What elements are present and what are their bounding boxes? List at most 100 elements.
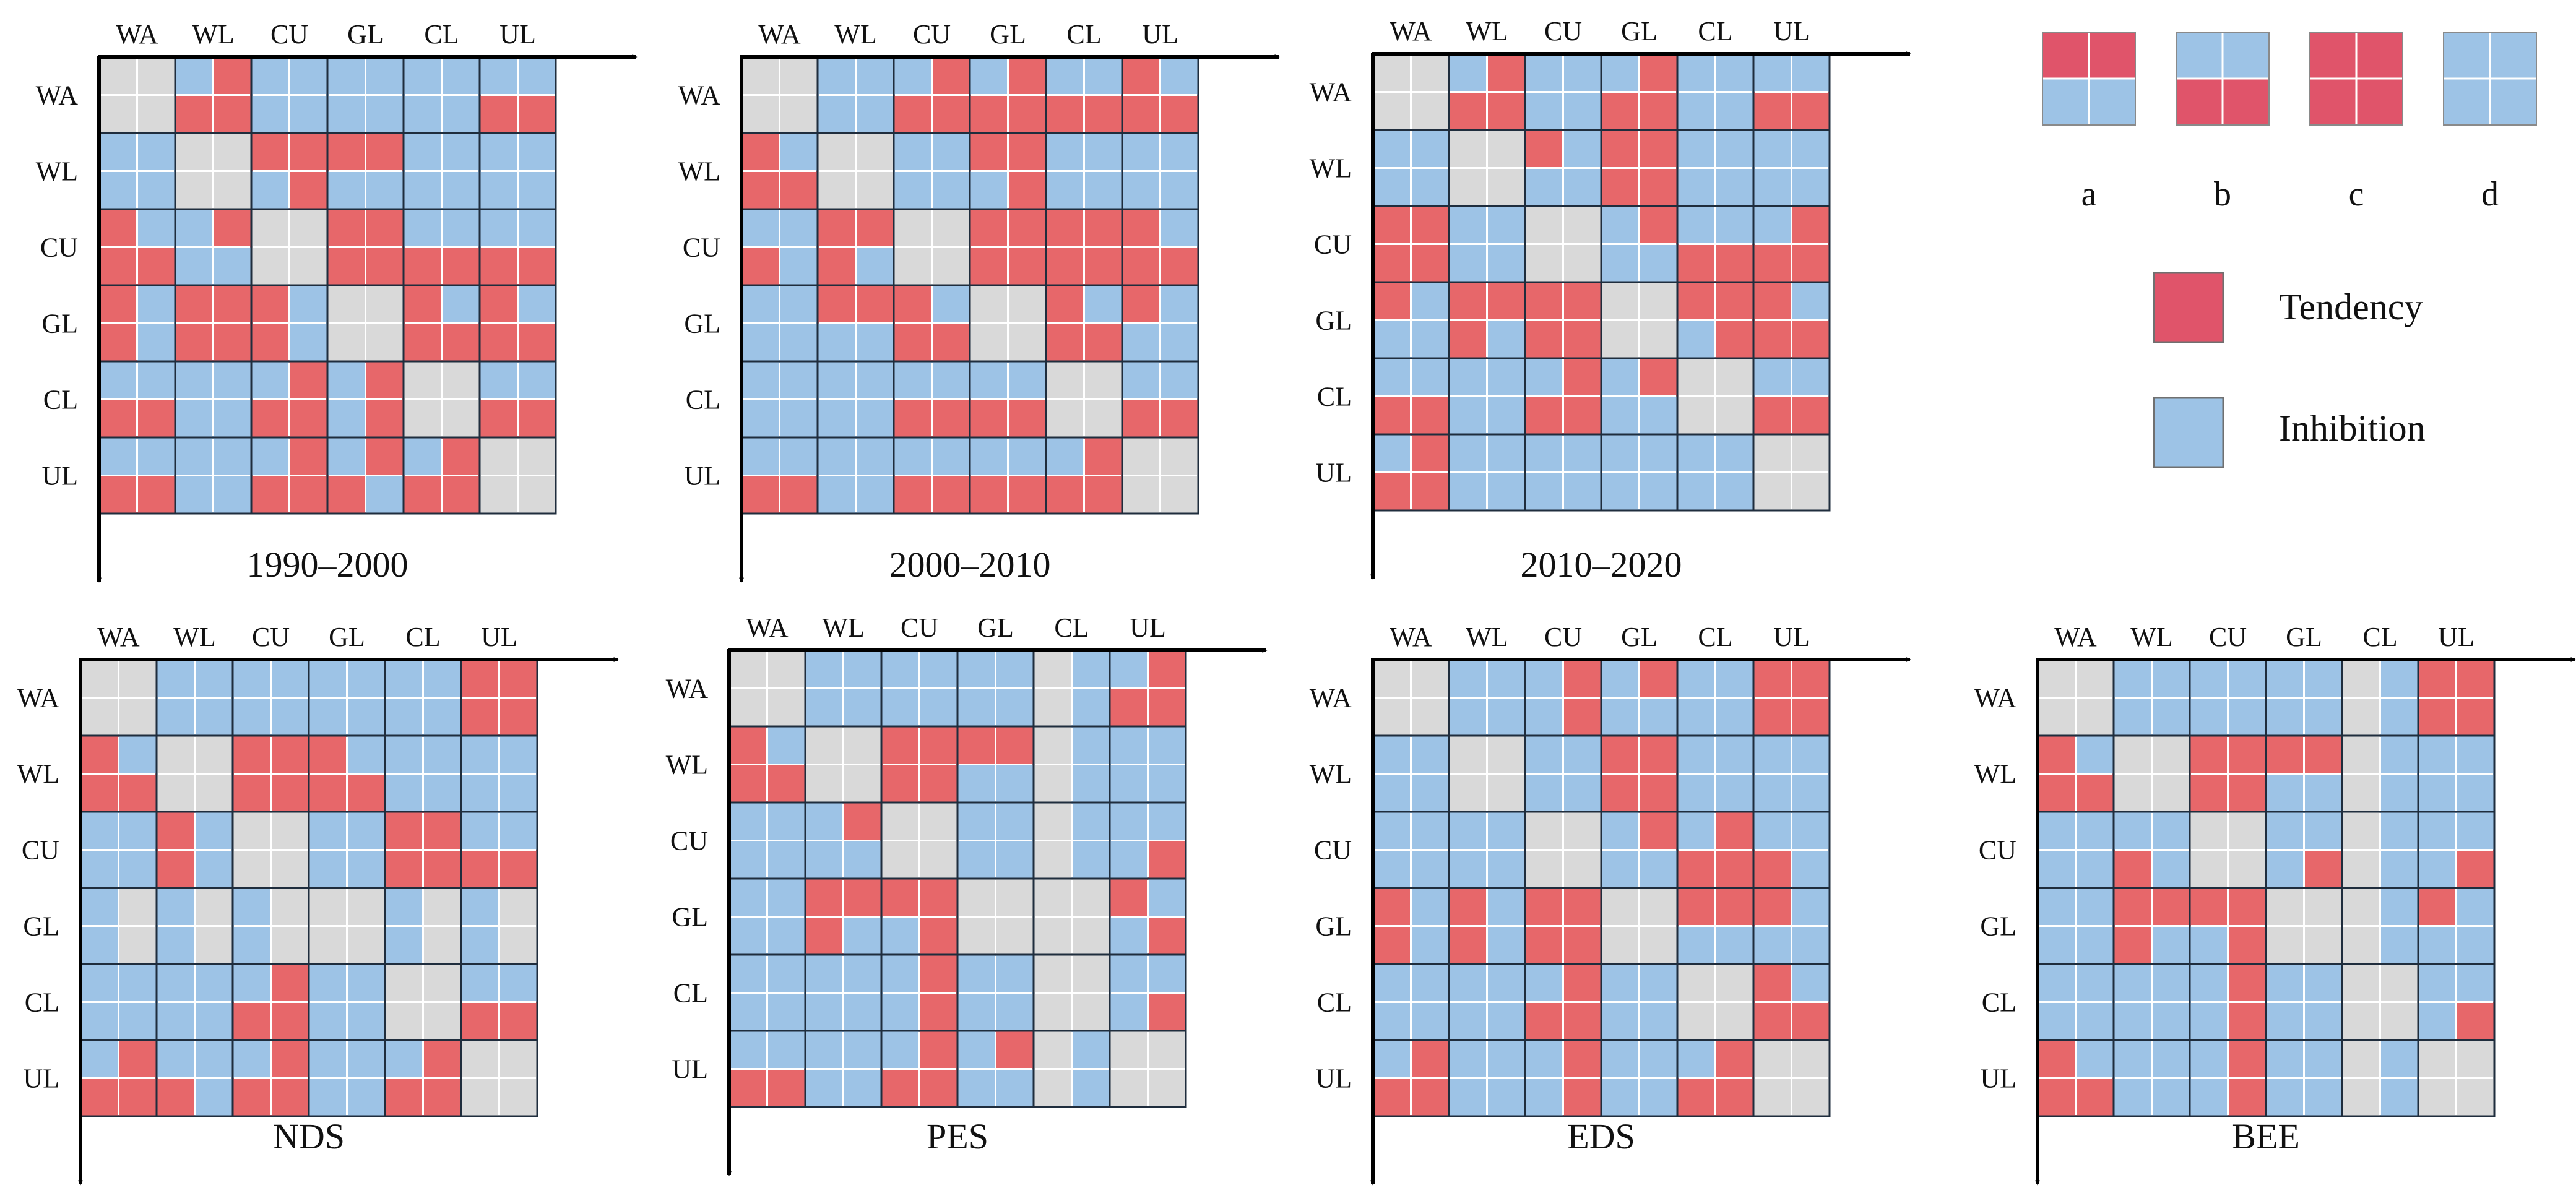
cell-quadrant xyxy=(1753,396,1792,434)
cell-quadrant xyxy=(2456,812,2494,850)
cell-quadrant xyxy=(1373,396,1411,434)
cell-quadrant xyxy=(2038,812,2076,850)
matrix-cell xyxy=(1752,963,1831,1041)
cell-quadrant xyxy=(843,764,881,803)
cell-quadrant xyxy=(1046,323,1084,361)
matrix-cell xyxy=(893,360,971,439)
cell-quadrant xyxy=(270,850,309,888)
cell-quadrant xyxy=(2418,964,2457,1002)
matrix-cell xyxy=(956,1030,1035,1108)
cell-quadrant xyxy=(2456,660,2494,698)
cell-quadrant xyxy=(2038,888,2076,926)
cell-quadrant xyxy=(1122,323,1160,361)
cell-quadrant xyxy=(365,285,404,324)
matrix-cell xyxy=(1448,53,1526,131)
row-tick-label: WA xyxy=(1974,683,2017,713)
cell-quadrant xyxy=(1525,320,1563,358)
cell-quadrant xyxy=(931,437,970,476)
cell-quadrant xyxy=(1525,92,1563,130)
cell-quadrant xyxy=(1563,434,1601,473)
cell-quadrant xyxy=(423,888,461,926)
row-tick-label: GL xyxy=(23,911,59,942)
heatmap-panel: WA WL CU GL CL UL WA WL CU GL CL UL 1990–2000 xyxy=(36,19,638,585)
cell-quadrant xyxy=(931,171,970,209)
cell-quadrant xyxy=(1601,660,1640,698)
cell-quadrant xyxy=(327,437,366,476)
cell-quadrant xyxy=(970,133,1008,171)
cell-quadrant xyxy=(1525,964,1563,1002)
cell-quadrant xyxy=(404,209,442,248)
matrix-cell xyxy=(1524,811,1602,889)
cell-quadrant xyxy=(1639,773,1677,812)
cell-quadrant xyxy=(270,812,309,850)
matrix-cell xyxy=(460,887,538,965)
cell-quadrant xyxy=(441,247,480,285)
cell-quadrant xyxy=(1487,168,1525,206)
cell-quadrant xyxy=(2114,1040,2152,1078)
cell-quadrant xyxy=(1449,92,1487,130)
cell-quadrant xyxy=(767,992,805,1031)
cell-quadrant xyxy=(805,1069,844,1107)
heatmap-panel: WA WL CU GL CL UL WA WL CU GL CL UL NDS xyxy=(17,622,619,1186)
cell-quadrant xyxy=(1715,244,1753,282)
cell-quadrant xyxy=(1411,396,1449,434)
heatmap-panels: WA WL CU GL CL UL WA WL CU GL CL UL 1990–2000 WA WL CU G… xyxy=(17,16,2576,1186)
matrix-cell xyxy=(79,963,158,1041)
cell-quadrant xyxy=(1563,472,1601,510)
cell-quadrant xyxy=(423,850,461,888)
cell-quadrant xyxy=(1071,1031,1110,1069)
cell-quadrant xyxy=(1487,54,1525,92)
cell-quadrant xyxy=(157,850,195,888)
panel-title: NDS xyxy=(273,1116,345,1156)
col-tick-label: GL xyxy=(990,19,1026,50)
cell-quadrant xyxy=(779,209,818,248)
matrix-cell xyxy=(2189,658,2267,737)
cell-quadrant xyxy=(99,209,137,248)
cell-quadrant xyxy=(1046,437,1084,476)
cell-quadrant xyxy=(1373,964,1411,1002)
cell-quadrant xyxy=(931,95,970,133)
row-tick-label: WL xyxy=(1974,759,2016,790)
cell-quadrant xyxy=(970,247,1008,285)
cell-quadrant xyxy=(1639,926,1677,964)
cell-quadrant xyxy=(404,133,442,171)
cell-quadrant xyxy=(729,879,767,917)
matrix-cell xyxy=(880,1030,959,1108)
cell-quadrant xyxy=(1411,736,1449,774)
matrix-cell xyxy=(1109,725,1187,804)
cell-border xyxy=(460,1039,538,1117)
cell-quadrant xyxy=(1677,130,1716,168)
cell-quadrant xyxy=(461,964,499,1002)
cell-quadrant xyxy=(2304,812,2342,850)
cell-quadrant xyxy=(931,285,970,324)
cell-quadrant xyxy=(1715,358,1753,397)
cell-quadrant xyxy=(365,475,404,514)
cell-quadrant xyxy=(1677,964,1716,1002)
cell-quadrant xyxy=(818,361,856,400)
cell-quadrant xyxy=(1160,133,1198,171)
row-tick-label: WL xyxy=(678,157,720,187)
cell-quadrant xyxy=(1487,888,1525,926)
matrix-cell xyxy=(1600,129,1679,207)
cell-quadrant xyxy=(1449,472,1487,510)
cell-quadrant xyxy=(1373,244,1411,282)
cell-quadrant xyxy=(1110,650,1148,689)
matrix-cell xyxy=(1045,436,1123,515)
panel-title: 1990–2000 xyxy=(247,544,408,585)
matrix-cell xyxy=(308,1039,386,1117)
cell-quadrant xyxy=(729,803,767,841)
matrix-cell xyxy=(1448,357,1526,436)
matrix-cell xyxy=(250,436,329,515)
cell-quadrant xyxy=(1160,209,1198,248)
matrix-cell xyxy=(969,360,1047,439)
cell-quadrant xyxy=(233,1040,271,1078)
cell-quadrant xyxy=(1525,1002,1563,1040)
cell-quadrant xyxy=(1071,803,1110,841)
cell-quadrant xyxy=(233,660,271,698)
cell-quadrant xyxy=(1449,54,1487,92)
cell-quadrant xyxy=(194,1078,233,1116)
cell-quadrant xyxy=(2114,1078,2152,1116)
cell-quadrant xyxy=(1449,434,1487,473)
cell-quadrant xyxy=(1084,95,1122,133)
cell-quadrant xyxy=(1715,964,1753,1002)
